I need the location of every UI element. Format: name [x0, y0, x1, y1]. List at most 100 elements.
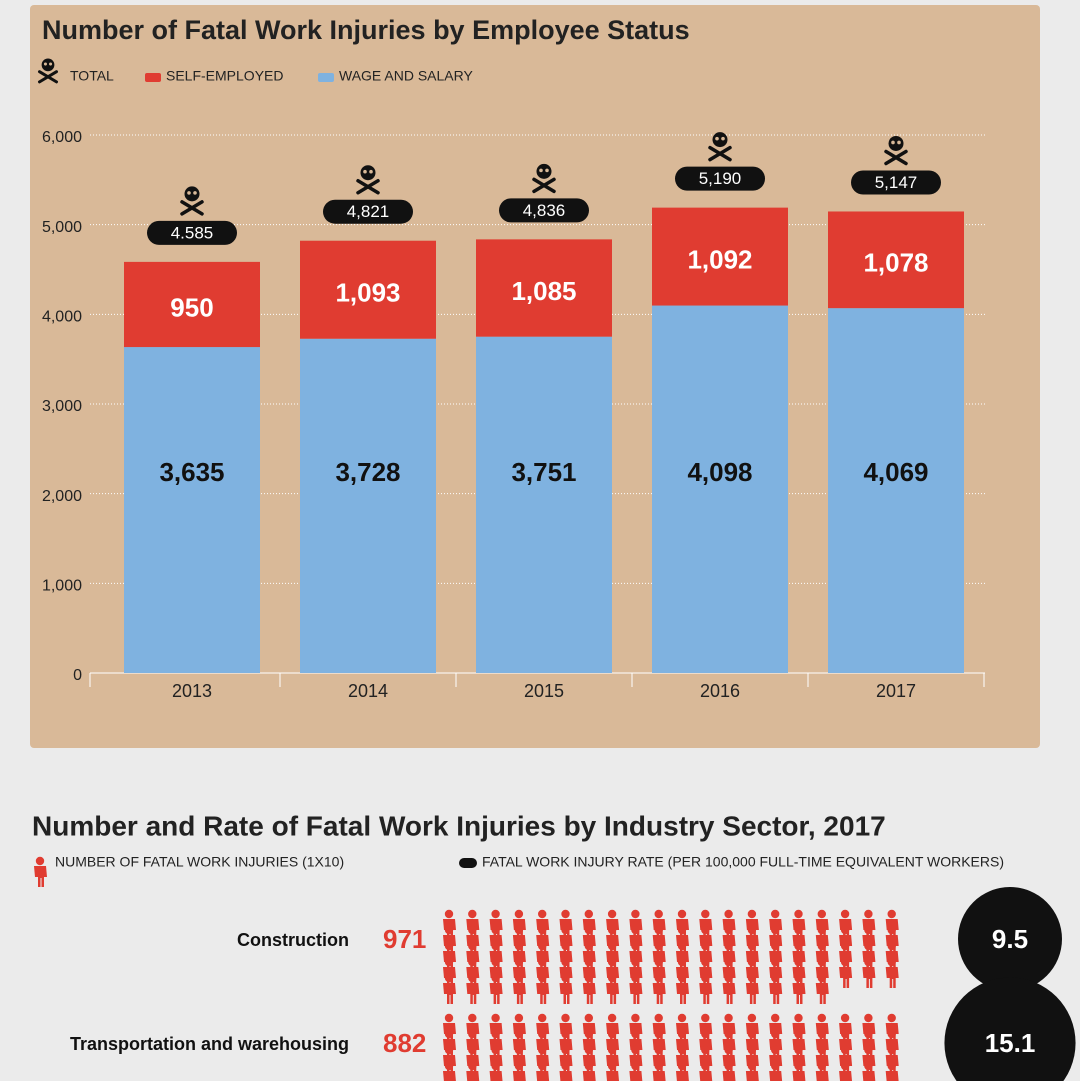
person-body — [466, 983, 480, 1004]
person-head — [514, 1045, 524, 1055]
total-badge — [147, 220, 237, 245]
y-tick-label: 1,000 — [42, 578, 82, 595]
person-head — [771, 957, 780, 967]
person-head — [538, 1077, 547, 1081]
skull-icon — [708, 132, 732, 162]
skull-icon — [180, 186, 204, 216]
person-head — [771, 925, 780, 935]
person-head — [444, 1013, 454, 1023]
person-head — [561, 1045, 570, 1055]
total-label: 5,190 — [699, 169, 742, 188]
person-body — [699, 983, 713, 1004]
person-head — [677, 1061, 687, 1071]
skull-head — [41, 58, 55, 72]
x-tick-label: 2015 — [524, 681, 564, 701]
person-head — [701, 1061, 710, 1071]
person-head — [491, 1077, 500, 1081]
person-icon — [561, 1077, 570, 1081]
person-icon — [512, 973, 526, 1004]
person-head — [538, 1045, 547, 1055]
value-label: 4,098 — [687, 457, 752, 487]
value-label: 1,085 — [511, 276, 576, 306]
person-head — [677, 973, 687, 983]
person-head — [794, 1029, 803, 1039]
person-icon — [444, 1077, 454, 1081]
person-body — [745, 1071, 759, 1081]
person-head — [724, 1013, 733, 1023]
person-body — [862, 1071, 876, 1081]
person-head — [864, 1013, 873, 1023]
person-head — [538, 957, 547, 967]
person-head — [654, 957, 663, 967]
person-body — [839, 1071, 853, 1081]
rate-label: 9.5 — [992, 924, 1028, 954]
person-head — [491, 1029, 500, 1039]
person-body — [792, 1071, 806, 1081]
value-label: 1,092 — [687, 244, 752, 274]
person-head — [468, 1061, 477, 1071]
person-head — [724, 925, 733, 935]
person-icon — [652, 1061, 666, 1081]
person-head — [747, 973, 757, 983]
person-body — [512, 1071, 526, 1081]
person-icon — [862, 957, 876, 988]
person-head — [607, 909, 617, 919]
person-head — [584, 1045, 593, 1055]
person-icon — [676, 973, 689, 1004]
person-head — [887, 1029, 896, 1039]
person-body — [769, 1071, 783, 1081]
person-head — [631, 957, 640, 967]
skull-eye — [49, 62, 53, 66]
person-head — [468, 941, 477, 951]
person-head — [701, 1013, 710, 1023]
person-head — [887, 909, 896, 919]
person-head — [817, 1061, 826, 1071]
skull-icon — [532, 163, 556, 194]
person-head — [701, 925, 710, 935]
person-head — [491, 909, 500, 919]
person-head — [538, 941, 547, 951]
bone — [180, 200, 204, 216]
person-head — [817, 1013, 826, 1023]
person-head — [514, 1029, 524, 1039]
bar-segment — [828, 308, 964, 673]
bar-segment — [828, 211, 964, 309]
y-tick-label: 0 — [73, 667, 82, 684]
person-head — [701, 1045, 710, 1055]
rate-label: 15.1 — [985, 1028, 1036, 1058]
person-head — [864, 1029, 873, 1039]
person-head — [677, 1045, 687, 1055]
person-head — [747, 1013, 757, 1023]
skull-head — [360, 165, 376, 181]
person-body — [722, 1071, 736, 1081]
person-head — [654, 909, 663, 919]
person-icon — [652, 973, 666, 1004]
person-head — [887, 941, 896, 951]
person-body — [489, 983, 503, 1004]
person-head — [584, 973, 593, 983]
person-icon — [699, 1061, 713, 1081]
person-head — [514, 973, 524, 983]
person-icon — [443, 973, 456, 1004]
person-head — [561, 941, 570, 951]
person-head — [607, 957, 617, 967]
category-label: Transportation and warehousing — [70, 1034, 349, 1054]
person-head — [654, 1013, 663, 1023]
person-head — [840, 925, 850, 935]
person-head — [607, 1029, 617, 1039]
person-icon — [676, 1061, 689, 1081]
bone — [532, 177, 556, 194]
skull-head — [536, 163, 552, 179]
person-head — [514, 1013, 524, 1023]
y-tick-label: 2,000 — [42, 488, 82, 505]
person-body — [745, 983, 759, 1004]
person-head — [747, 1061, 757, 1071]
person-body — [443, 983, 456, 1004]
bone — [884, 149, 908, 166]
person-icon — [885, 1061, 899, 1081]
person-head — [561, 1077, 570, 1081]
person-head — [584, 925, 593, 935]
person-head — [584, 909, 593, 919]
person-head — [491, 1045, 500, 1055]
person-head — [887, 1061, 896, 1071]
